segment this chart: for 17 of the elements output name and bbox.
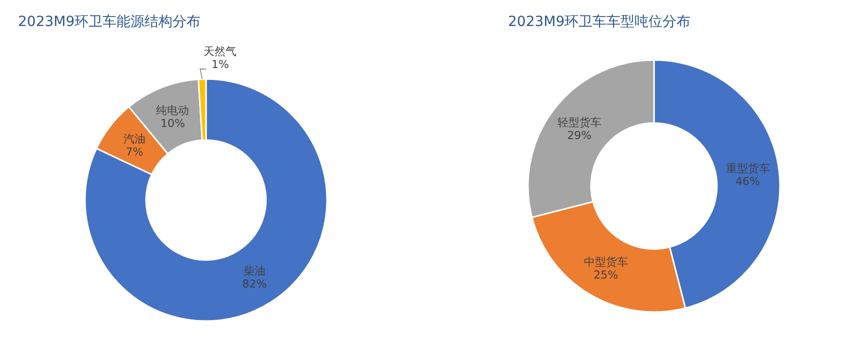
data-label: 1% <box>211 58 229 72</box>
slice-label: 轻型货车 <box>557 116 602 130</box>
data-label: 7% <box>126 146 144 159</box>
slice-label: 纯电动 <box>156 104 190 117</box>
donut-slice <box>84 78 328 322</box>
slice-label: 重型货车 <box>726 162 770 176</box>
slice-label: 柴油 <box>243 264 266 278</box>
data-label: 29% <box>567 129 592 142</box>
data-label: 25% <box>594 268 618 282</box>
slice-label: 天然气 <box>204 45 237 58</box>
slice-label: 中型货车 <box>584 255 628 268</box>
data-label: 82% <box>242 277 267 290</box>
data-label: 46% <box>736 175 760 188</box>
slice-label: 汽油 <box>123 132 146 146</box>
data-label: 10% <box>160 116 185 130</box>
chart-title: 2023M9环卫车车型吨位分布 <box>508 14 691 30</box>
chart-title: 2023M9环卫车能源结构分布 <box>18 14 201 30</box>
